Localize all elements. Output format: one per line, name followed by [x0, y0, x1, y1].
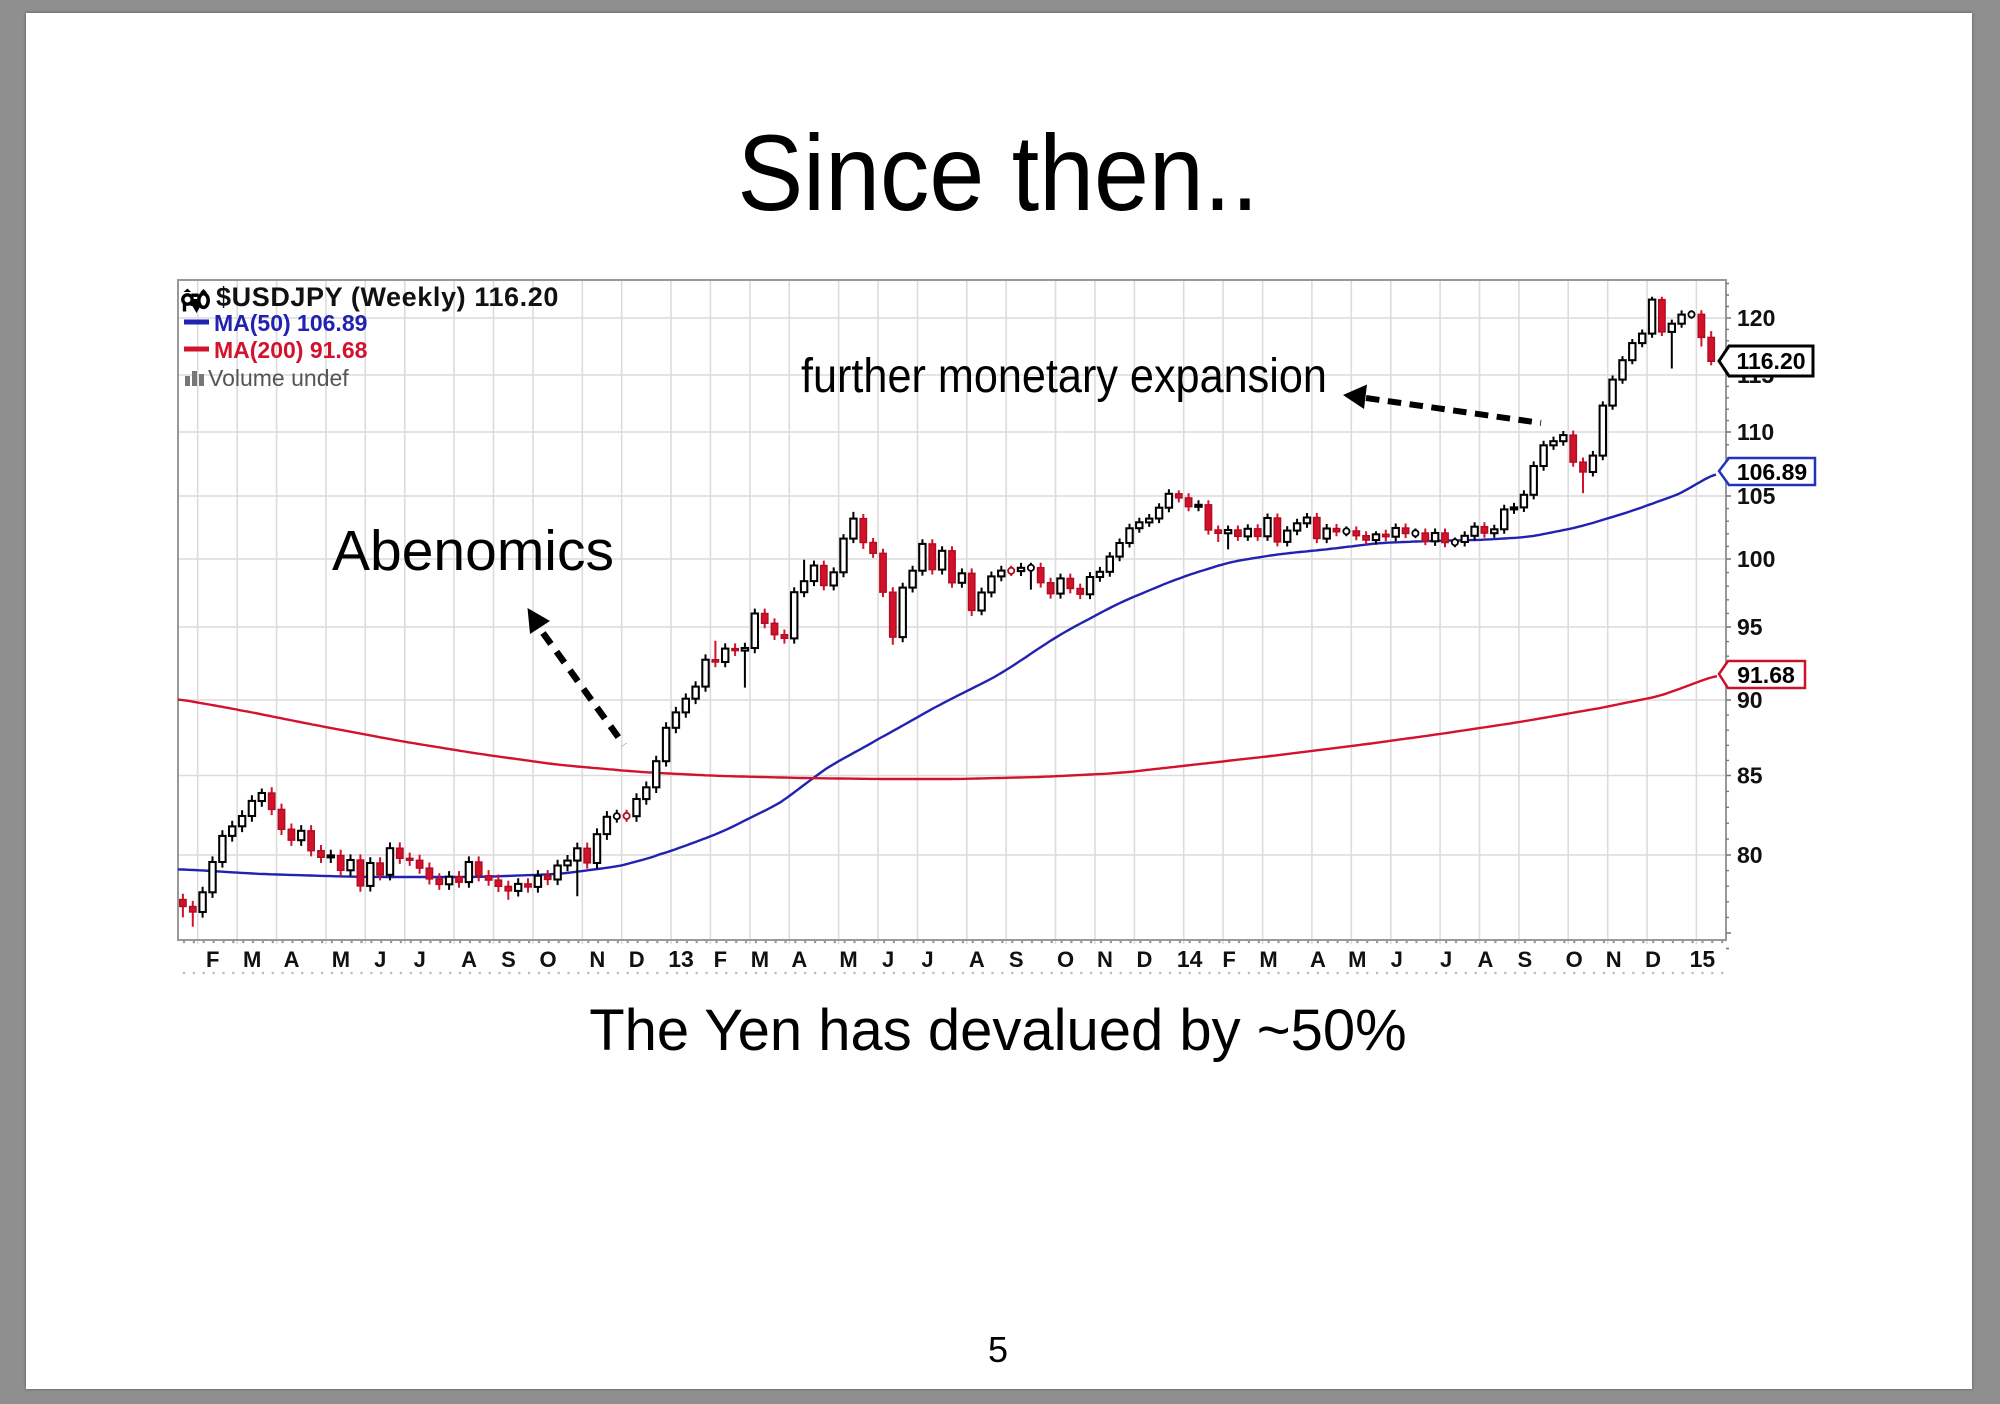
svg-text:80: 80: [1737, 842, 1763, 868]
svg-text:D: D: [1645, 947, 1661, 972]
svg-text:91.68: 91.68: [1737, 662, 1795, 688]
svg-text:N: N: [589, 947, 605, 972]
svg-text:J: J: [1391, 947, 1403, 972]
svg-text:S: S: [1518, 947, 1533, 972]
svg-text:120: 120: [1737, 305, 1775, 331]
svg-text:M: M: [1348, 947, 1366, 972]
svg-text:A: A: [791, 947, 807, 972]
svg-text:O: O: [539, 947, 556, 972]
svg-text:N: N: [1606, 947, 1622, 972]
svg-text:J: J: [921, 947, 933, 972]
svg-text:N: N: [1097, 947, 1113, 972]
svg-text:S: S: [501, 947, 516, 972]
svg-text:F: F: [206, 947, 219, 972]
svg-text:95: 95: [1737, 614, 1763, 640]
svg-text:J: J: [414, 947, 426, 972]
svg-text:D: D: [629, 947, 645, 972]
svg-text:J: J: [1440, 947, 1452, 972]
svg-text:106.89: 106.89: [1737, 459, 1807, 485]
svg-text:M: M: [1259, 947, 1277, 972]
svg-text:14: 14: [1177, 946, 1203, 972]
svg-text:F: F: [1222, 947, 1235, 972]
svg-text:M: M: [839, 947, 857, 972]
svg-text:A: A: [1310, 947, 1326, 972]
svg-text:A: A: [284, 947, 300, 972]
svg-text:$USDJPY (Weekly) 116.20: $USDJPY (Weekly) 116.20: [216, 282, 559, 312]
svg-text:J: J: [374, 947, 386, 972]
svg-text:S: S: [1009, 947, 1024, 972]
svg-text:J: J: [882, 947, 894, 972]
svg-text:A: A: [969, 947, 985, 972]
svg-text:A: A: [1478, 947, 1494, 972]
svg-text:D: D: [1136, 947, 1152, 972]
svg-text:13: 13: [668, 946, 694, 972]
svg-text:M: M: [332, 947, 350, 972]
svg-text:M: M: [751, 947, 769, 972]
svg-text:100: 100: [1737, 546, 1775, 572]
svg-text:116.20: 116.20: [1736, 348, 1805, 374]
svg-text:M: M: [243, 947, 261, 972]
svg-text:105: 105: [1737, 483, 1776, 509]
svg-text:MA(50) 106.89: MA(50) 106.89: [214, 310, 367, 336]
svg-text:A: A: [461, 947, 477, 972]
svg-text:85: 85: [1737, 763, 1763, 789]
svg-text:O: O: [1057, 947, 1074, 972]
svg-text:110: 110: [1737, 419, 1774, 445]
svg-text:O: O: [1566, 947, 1583, 972]
svg-text:F: F: [714, 947, 727, 972]
svg-text:MA(200) 91.68: MA(200) 91.68: [214, 337, 368, 363]
svg-text:90: 90: [1737, 687, 1763, 713]
svg-text:15: 15: [1690, 946, 1716, 972]
svg-text:Volume undef: Volume undef: [208, 365, 349, 391]
